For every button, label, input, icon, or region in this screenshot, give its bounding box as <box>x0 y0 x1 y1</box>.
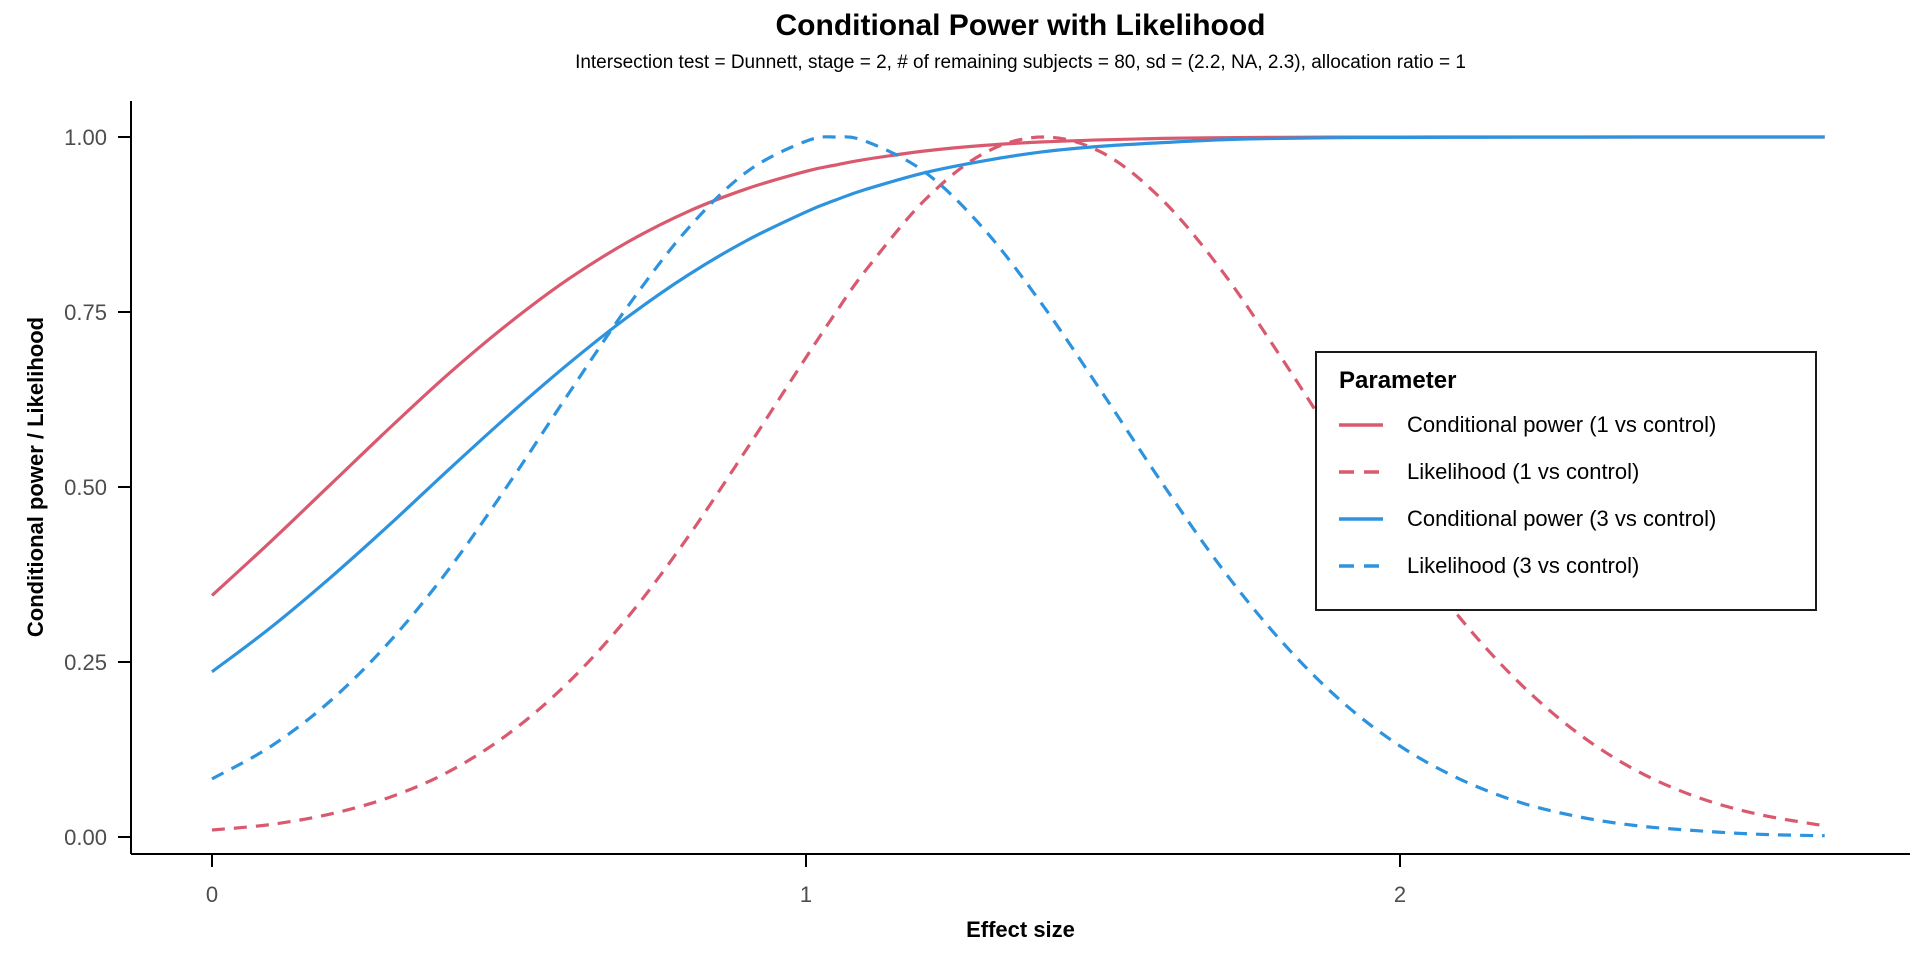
legend-item-label: Conditional power (3 vs control) <box>1407 505 1717 531</box>
x-axis-title: Effect size <box>966 917 1075 942</box>
y-tick-label: 1.00 <box>64 125 107 150</box>
legend-item-label: Likelihood (1 vs control) <box>1407 458 1640 484</box>
legend-item: Likelihood (1 vs control) <box>1339 448 1795 495</box>
chart-title: Conditional Power with Likelihood <box>775 9 1266 42</box>
y-tick-label: 0.00 <box>64 825 107 850</box>
legend-items: Conditional power (1 vs control) Likeliho… <box>1339 401 1795 589</box>
solid-line-key-icon <box>1339 422 1383 427</box>
curve-4-dashed <box>211 135 1825 838</box>
curve-3-solid <box>211 135 1825 674</box>
x-tick-label: 0 <box>206 882 218 907</box>
legend-title: Parameter <box>1339 367 1457 394</box>
curve-2-dashed <box>211 135 1826 832</box>
legend-item-label: Likelihood (3 vs control) <box>1407 552 1640 578</box>
legend: Parameter Conditional power (1 vs contro… <box>1315 351 1817 611</box>
y-tick-label: 0.75 <box>64 300 107 325</box>
dashed-line-key-icon <box>1339 469 1383 474</box>
x-tick-label: 2 <box>1394 882 1406 907</box>
chart-subtitle: Intersection test = Dunnett, stage = 2, … <box>575 52 1466 73</box>
x-tick-label: 1 <box>800 882 812 907</box>
y-tick-label: 0.25 <box>64 650 107 675</box>
y-tick-label: 0.50 <box>64 475 107 500</box>
legend-item-label: Conditional power (1 vs control) <box>1407 411 1717 437</box>
legend-item: Conditional power (1 vs control) <box>1339 401 1795 448</box>
legend-item: Likelihood (3 vs control) <box>1339 542 1795 589</box>
solid-line-key-icon <box>1339 516 1383 521</box>
dashed-line-key-icon <box>1339 563 1383 568</box>
legend-item: Conditional power (3 vs control) <box>1339 495 1795 542</box>
